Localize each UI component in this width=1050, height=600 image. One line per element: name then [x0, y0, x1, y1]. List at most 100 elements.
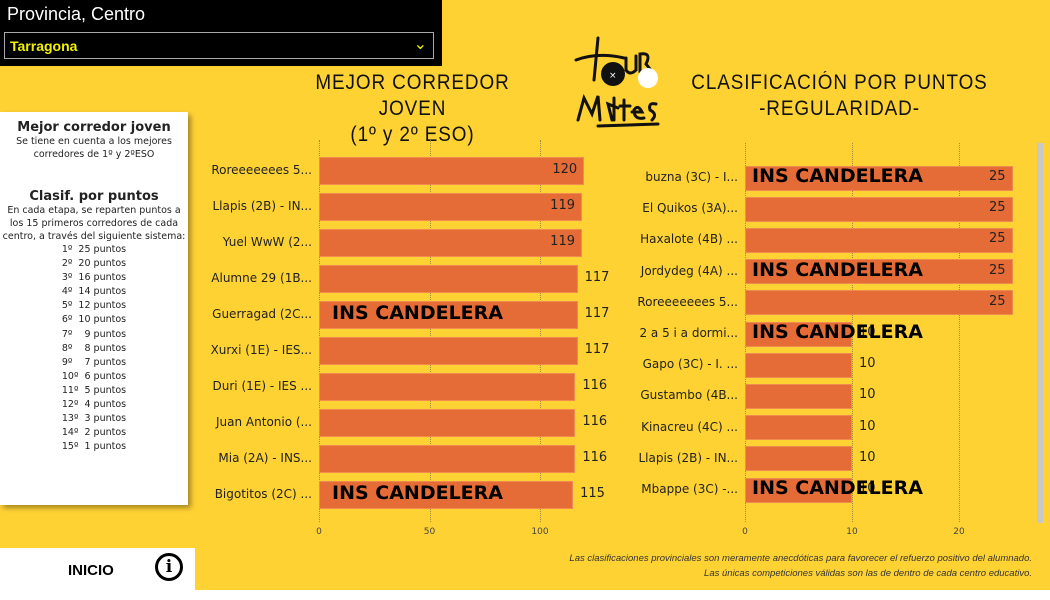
- info-text: En cada etapa, se reparten puntos a los …: [2, 205, 186, 242]
- category-label[interactable]: Yuel WwW (2...: [222, 235, 312, 249]
- bar[interactable]: [745, 259, 1013, 285]
- bar[interactable]: [319, 301, 578, 329]
- bar[interactable]: [745, 290, 1013, 316]
- data-label: 116: [582, 378, 608, 393]
- category-label[interactable]: Duri (1E) - IES ...: [212, 379, 312, 393]
- scrollbar[interactable]: [1037, 143, 1043, 523]
- bar[interactable]: [745, 165, 1013, 191]
- bar[interactable]: [745, 321, 852, 347]
- data-label: 25: [988, 200, 1006, 216]
- category-label[interactable]: Guerragad (2C...: [212, 307, 312, 321]
- points-title: CLASIFICACIÓN POR PUNTOS -REGULARIDAD-: [689, 70, 991, 122]
- slicer-title: Provincia, Centro: [7, 4, 146, 24]
- overlay-label: INS CANDELERA: [752, 321, 923, 343]
- points-item: 12º 4 puntos: [61, 399, 127, 411]
- bar[interactable]: [319, 445, 576, 473]
- points-item: 6º 10 puntos: [61, 314, 127, 326]
- gridline: [319, 140, 320, 522]
- bar[interactable]: [319, 265, 578, 293]
- data-label: 120: [552, 162, 578, 177]
- points-item: 1º 25 puntos: [61, 244, 127, 255]
- note-line: Las clasificaciones provinciales son mer…: [569, 553, 1032, 564]
- bar[interactable]: [319, 337, 578, 365]
- bar[interactable]: [319, 193, 582, 221]
- category-label[interactable]: Llapis (2B) - IN...: [638, 450, 738, 465]
- data-label: 117: [584, 270, 610, 285]
- gridline: [959, 143, 960, 522]
- category-label[interactable]: Xurxi (1E) - IES...: [210, 343, 312, 357]
- info-panel: Mejor corredor joven Se tiene en cuenta …: [0, 112, 188, 505]
- svg-text:×: ×: [609, 71, 617, 81]
- gridline: [852, 143, 853, 522]
- category-label[interactable]: Alumne 29 (1B...: [211, 271, 312, 285]
- title-line: (1º y 2º ESO): [350, 123, 475, 146]
- bar[interactable]: [319, 229, 582, 257]
- info-icon[interactable]: i: [155, 553, 183, 581]
- note-line: Las únicas competiciones válidas son las…: [704, 568, 1032, 579]
- gridline: [429, 140, 431, 522]
- chevron-down-icon[interactable]: ⌄: [413, 34, 427, 53]
- data-label: 10: [859, 387, 876, 403]
- title-line: -REGULARIDAD-: [759, 97, 920, 120]
- category-label[interactable]: Gustambo (4B...: [640, 388, 738, 403]
- points-item: 2º 20 puntos: [61, 258, 127, 270]
- points-item: 3º 16 puntos: [61, 272, 127, 284]
- bar[interactable]: [319, 157, 585, 185]
- overlay-label: INS CANDELERA: [332, 302, 503, 324]
- category-label[interactable]: Haxalote (4B) ...: [640, 232, 738, 247]
- disclaimer-note: Las clasificaciones provinciales son mer…: [569, 551, 1032, 581]
- bar[interactable]: [745, 196, 1013, 222]
- category-label[interactable]: Roreeeeeees 5...: [211, 163, 312, 177]
- category-label[interactable]: 2 a 5 i a dormi...: [639, 326, 738, 340]
- points-item: 8º 8 puntos: [61, 342, 127, 354]
- young-rider-title: MEJOR CORREDOR JOVEN (1º y 2º ESO): [280, 70, 546, 148]
- info-heading: Clasif. por puntos: [29, 189, 159, 204]
- data-label: 115: [580, 486, 605, 501]
- x-tick-label: 20: [953, 527, 965, 537]
- data-label: 25: [988, 231, 1006, 247]
- slicer-selected-value: Tarragona: [10, 38, 78, 54]
- province-center-slicer: Provincia, Centro Tarragona ⌄: [0, 0, 442, 66]
- bar[interactable]: [745, 227, 1013, 253]
- category-label[interactable]: Mia (2A) - INS...: [218, 451, 312, 465]
- bar[interactable]: [745, 352, 852, 378]
- category-label[interactable]: Bigotitos (2C) ...: [214, 487, 312, 501]
- data-label: 117: [584, 306, 610, 321]
- overlay-label: INS CANDELERA: [752, 165, 923, 187]
- bar[interactable]: [745, 477, 852, 503]
- data-label: 119: [550, 198, 575, 213]
- home-button[interactable]: INICIO: [68, 562, 114, 579]
- info-heading: Mejor corredor joven: [17, 120, 171, 135]
- category-label[interactable]: Juan Antonio (...: [216, 415, 312, 429]
- bar[interactable]: [745, 446, 852, 472]
- category-label[interactable]: Kinacreu (4C) ...: [641, 419, 738, 434]
- data-label: 25: [988, 262, 1006, 278]
- category-label[interactable]: Mbappe (3C) -...: [641, 482, 738, 496]
- overlay-label: INS CANDELERA: [332, 482, 503, 504]
- points-item: 15º 1 puntos: [61, 441, 127, 453]
- category-label[interactable]: Gapo (3C) - I. ...: [642, 357, 738, 372]
- bar[interactable]: [319, 481, 574, 509]
- title-line: CLASIFICACIÓN POR PUNTOS: [691, 71, 988, 94]
- data-label: 10: [859, 481, 876, 496]
- bar[interactable]: [745, 415, 852, 441]
- data-label: 25: [988, 293, 1006, 309]
- x-tick-label: 10: [846, 527, 858, 537]
- gridline: [540, 140, 541, 522]
- bar[interactable]: [319, 409, 576, 437]
- slicer-dropdown[interactable]: Tarragona ⌄: [4, 32, 434, 59]
- points-item: 10º 6 puntos: [61, 370, 127, 382]
- x-tick-label: 100: [531, 527, 549, 537]
- points-item: 9º 7 puntos: [61, 356, 127, 368]
- category-label[interactable]: El Quikos (3A)...: [642, 201, 738, 216]
- category-label[interactable]: Roreeeeeees 5...: [637, 294, 738, 309]
- category-label[interactable]: Llapis (2B) - IN...: [212, 199, 312, 213]
- bar[interactable]: [319, 373, 576, 401]
- bottom-nav: INICIO i: [0, 548, 195, 590]
- bar[interactable]: [745, 383, 852, 409]
- category-label[interactable]: buzna (3C) - I...: [645, 170, 738, 184]
- title-line: MEJOR CORREDOR JOVEN: [315, 71, 510, 120]
- points-item: 14º 2 puntos: [61, 427, 127, 439]
- category-label[interactable]: Jordydeg (4A) ...: [640, 263, 738, 278]
